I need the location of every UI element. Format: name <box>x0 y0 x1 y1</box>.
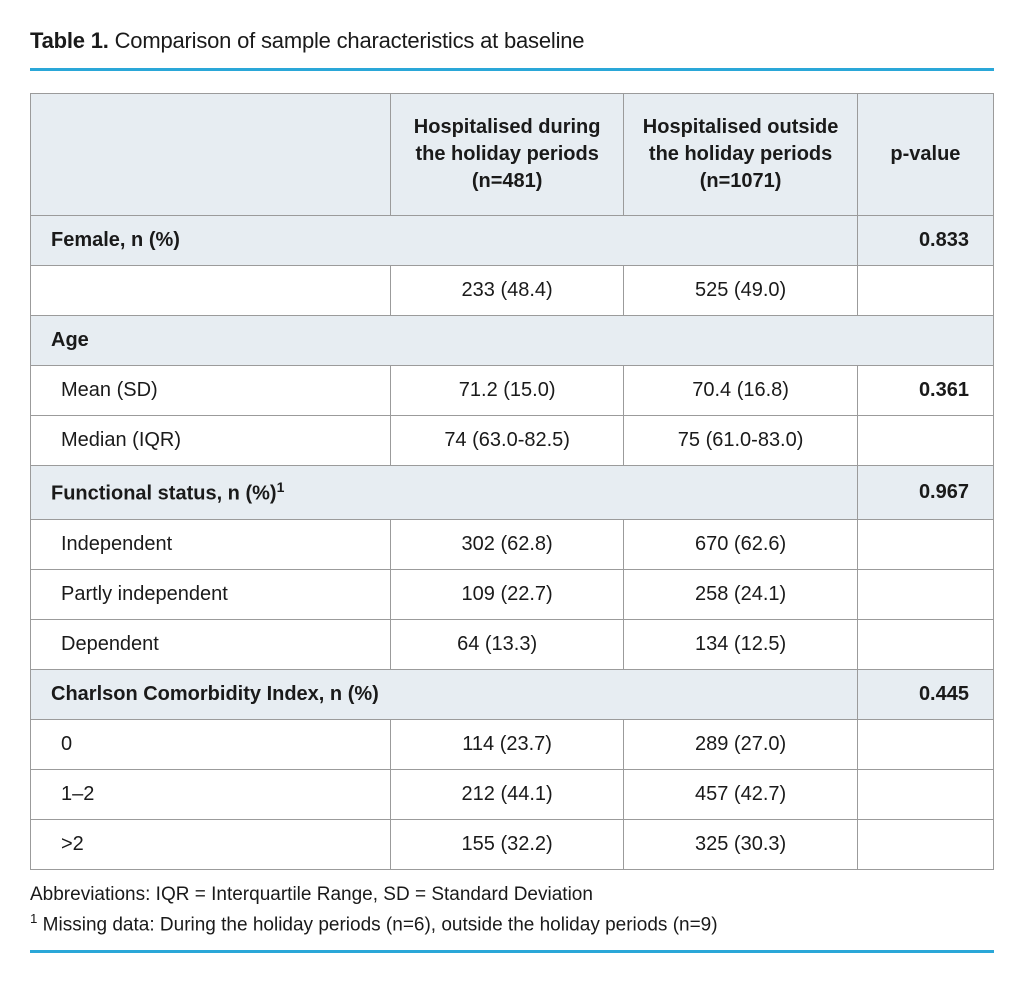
row-label: Partly independent <box>31 569 391 619</box>
section-charlson: Charlson Comorbidity Index, n (%) 0.445 <box>31 669 994 719</box>
cell-outside: 670 (62.6) <box>624 519 857 569</box>
cell-holiday: 155 (32.2) <box>390 819 623 869</box>
cell-outside: 75 (61.0-83.0) <box>624 416 857 466</box>
section-functional: Functional status, n (%)1 0.967 <box>31 466 994 520</box>
cell-holiday: 64 (13.3) <box>390 619 623 669</box>
table-row: 233 (48.4) 525 (49.0) <box>31 266 994 316</box>
cell-outside: 325 (30.3) <box>624 819 857 869</box>
footnote-abbrev: Abbreviations: IQR = Interquartile Range… <box>30 880 994 909</box>
row-label: Mean (SD) <box>31 366 391 416</box>
row-label: 0 <box>31 719 391 769</box>
cell-p <box>857 569 993 619</box>
section-age: Age <box>31 316 994 366</box>
cell-holiday: 71.2 (15.0) <box>390 366 623 416</box>
cell-outside: 70.4 (16.8) <box>624 366 857 416</box>
table-row: 1–2 212 (44.1) 457 (42.7) <box>31 769 994 819</box>
cell-p <box>857 719 993 769</box>
row-label: Independent <box>31 519 391 569</box>
cell-holiday: 109 (22.7) <box>390 569 623 619</box>
cell-outside: 258 (24.1) <box>624 569 857 619</box>
cell-p <box>857 519 993 569</box>
table-row: Median (IQR) 74 (63.0-82.5) 75 (61.0-83.… <box>31 416 994 466</box>
cell-holiday: 114 (23.7) <box>390 719 623 769</box>
section-label: Charlson Comorbidity Index, n (%) <box>31 669 858 719</box>
section-female: Female, n (%) 0.833 <box>31 216 994 266</box>
header-blank <box>31 94 391 216</box>
section-label: Female, n (%) <box>31 216 858 266</box>
table-row: Partly independent 109 (22.7) 258 (24.1) <box>31 569 994 619</box>
table-row: Mean (SD) 71.2 (15.0) 70.4 (16.8) 0.361 <box>31 366 994 416</box>
section-pvalue: 0.445 <box>857 669 993 719</box>
section-label: Age <box>31 316 994 366</box>
row-label: 1–2 <box>31 769 391 819</box>
baseline-table: Hospitalised during the holiday periods … <box>30 93 994 870</box>
header-pvalue: p-value <box>857 94 993 216</box>
cell-holiday: 74 (63.0-82.5) <box>390 416 623 466</box>
header-row: Hospitalised during the holiday periods … <box>31 94 994 216</box>
header-outside: Hospitalised outside the holiday periods… <box>624 94 857 216</box>
cell-outside: 457 (42.7) <box>624 769 857 819</box>
row-label: Dependent <box>31 619 391 669</box>
cell-outside: 525 (49.0) <box>624 266 857 316</box>
cell-holiday: 302 (62.8) <box>390 519 623 569</box>
table-caption: Comparison of sample characteristics at … <box>115 28 585 53</box>
bottom-rule <box>30 950 994 953</box>
table-title: Table 1. Comparison of sample characteri… <box>30 28 994 54</box>
cell-p <box>857 619 993 669</box>
header-holiday: Hospitalised during the holiday periods … <box>390 94 623 216</box>
footnotes: Abbreviations: IQR = Interquartile Range… <box>30 880 994 940</box>
table-row: Dependent 64 (13.3) 134 (12.5) <box>31 619 994 669</box>
cell-p <box>857 769 993 819</box>
table-row: 0 114 (23.7) 289 (27.0) <box>31 719 994 769</box>
row-label: >2 <box>31 819 391 869</box>
cell-p <box>857 819 993 869</box>
cell-p <box>857 266 993 316</box>
section-pvalue: 0.967 <box>857 466 993 520</box>
cell-outside: 134 (12.5) <box>624 619 857 669</box>
cell-p: 0.361 <box>857 366 993 416</box>
table-number: Table 1. <box>30 28 109 53</box>
table-row: Independent 302 (62.8) 670 (62.6) <box>31 519 994 569</box>
cell-p <box>857 416 993 466</box>
section-label: Functional status, n (%)1 <box>31 466 858 520</box>
row-label: Median (IQR) <box>31 416 391 466</box>
cell-outside: 289 (27.0) <box>624 719 857 769</box>
cell-holiday: 212 (44.1) <box>390 769 623 819</box>
table-row: >2 155 (32.2) 325 (30.3) <box>31 819 994 869</box>
footnote-missing: 1 Missing data: During the holiday perio… <box>30 909 994 940</box>
cell-holiday: 233 (48.4) <box>390 266 623 316</box>
section-pvalue: 0.833 <box>857 216 993 266</box>
top-rule <box>30 68 994 71</box>
row-label <box>31 266 391 316</box>
